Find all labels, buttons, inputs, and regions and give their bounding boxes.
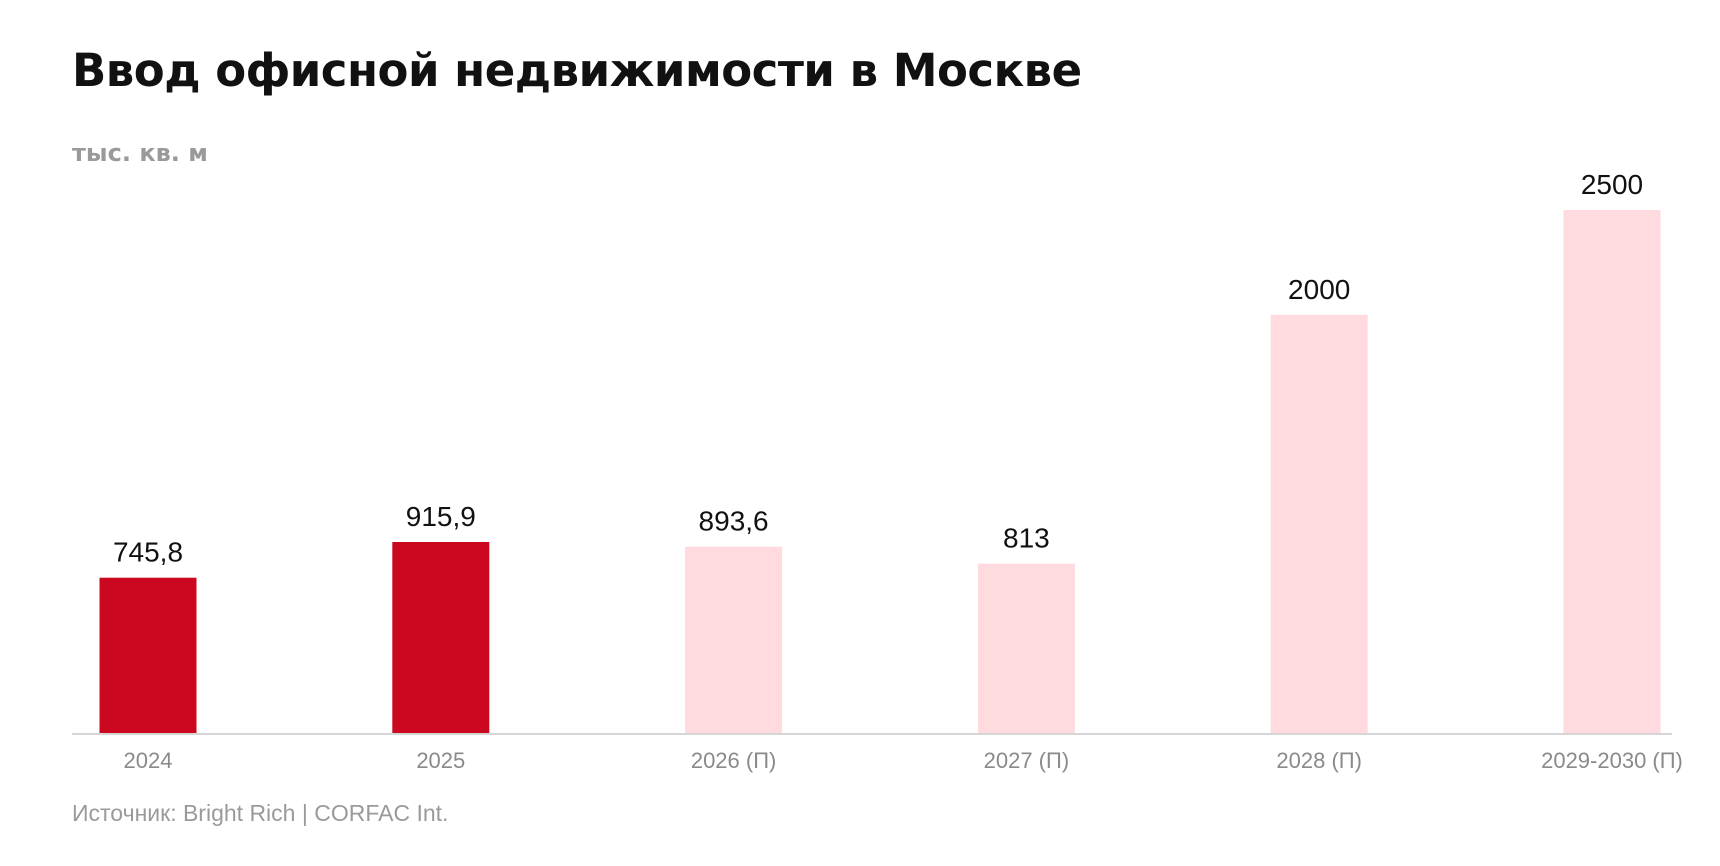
value-label-0: 745,8 [113, 537, 183, 568]
value-label-1: 915,9 [406, 501, 476, 532]
x-tick-label-2: 2026 (П) [691, 748, 777, 773]
labels-layer: 745,8 2024 915,9 2025 893,6 2026 (П) 813 2027 (… [113, 169, 1683, 773]
bars-layer [99, 210, 1661, 734]
bar-4 [1270, 314, 1368, 734]
chart-title: Ввод офисной недвижимости в Москве [72, 44, 1082, 97]
value-label-2: 893,6 [699, 506, 769, 537]
value-label-5: 2500 [1581, 169, 1643, 200]
bar-5 [1563, 210, 1661, 734]
x-tick-label-3: 2027 (П) [984, 748, 1070, 773]
unit-label: тыс. кв. м [72, 139, 208, 167]
bar-2 [685, 546, 783, 734]
bar-0 [99, 577, 197, 734]
value-label-3: 813 [1003, 523, 1050, 554]
source-note: Источник: Bright Rich | CORFAC Int. [72, 800, 449, 826]
bar-1 [392, 542, 490, 734]
x-tick-label-0: 2024 [124, 748, 173, 773]
value-label-4: 2000 [1288, 274, 1350, 305]
bar-3 [977, 563, 1075, 734]
x-tick-label-4: 2028 (П) [1276, 748, 1362, 773]
x-tick-label-1: 2025 [416, 748, 465, 773]
x-tick-label-5: 2029-2030 (П) [1541, 748, 1683, 773]
